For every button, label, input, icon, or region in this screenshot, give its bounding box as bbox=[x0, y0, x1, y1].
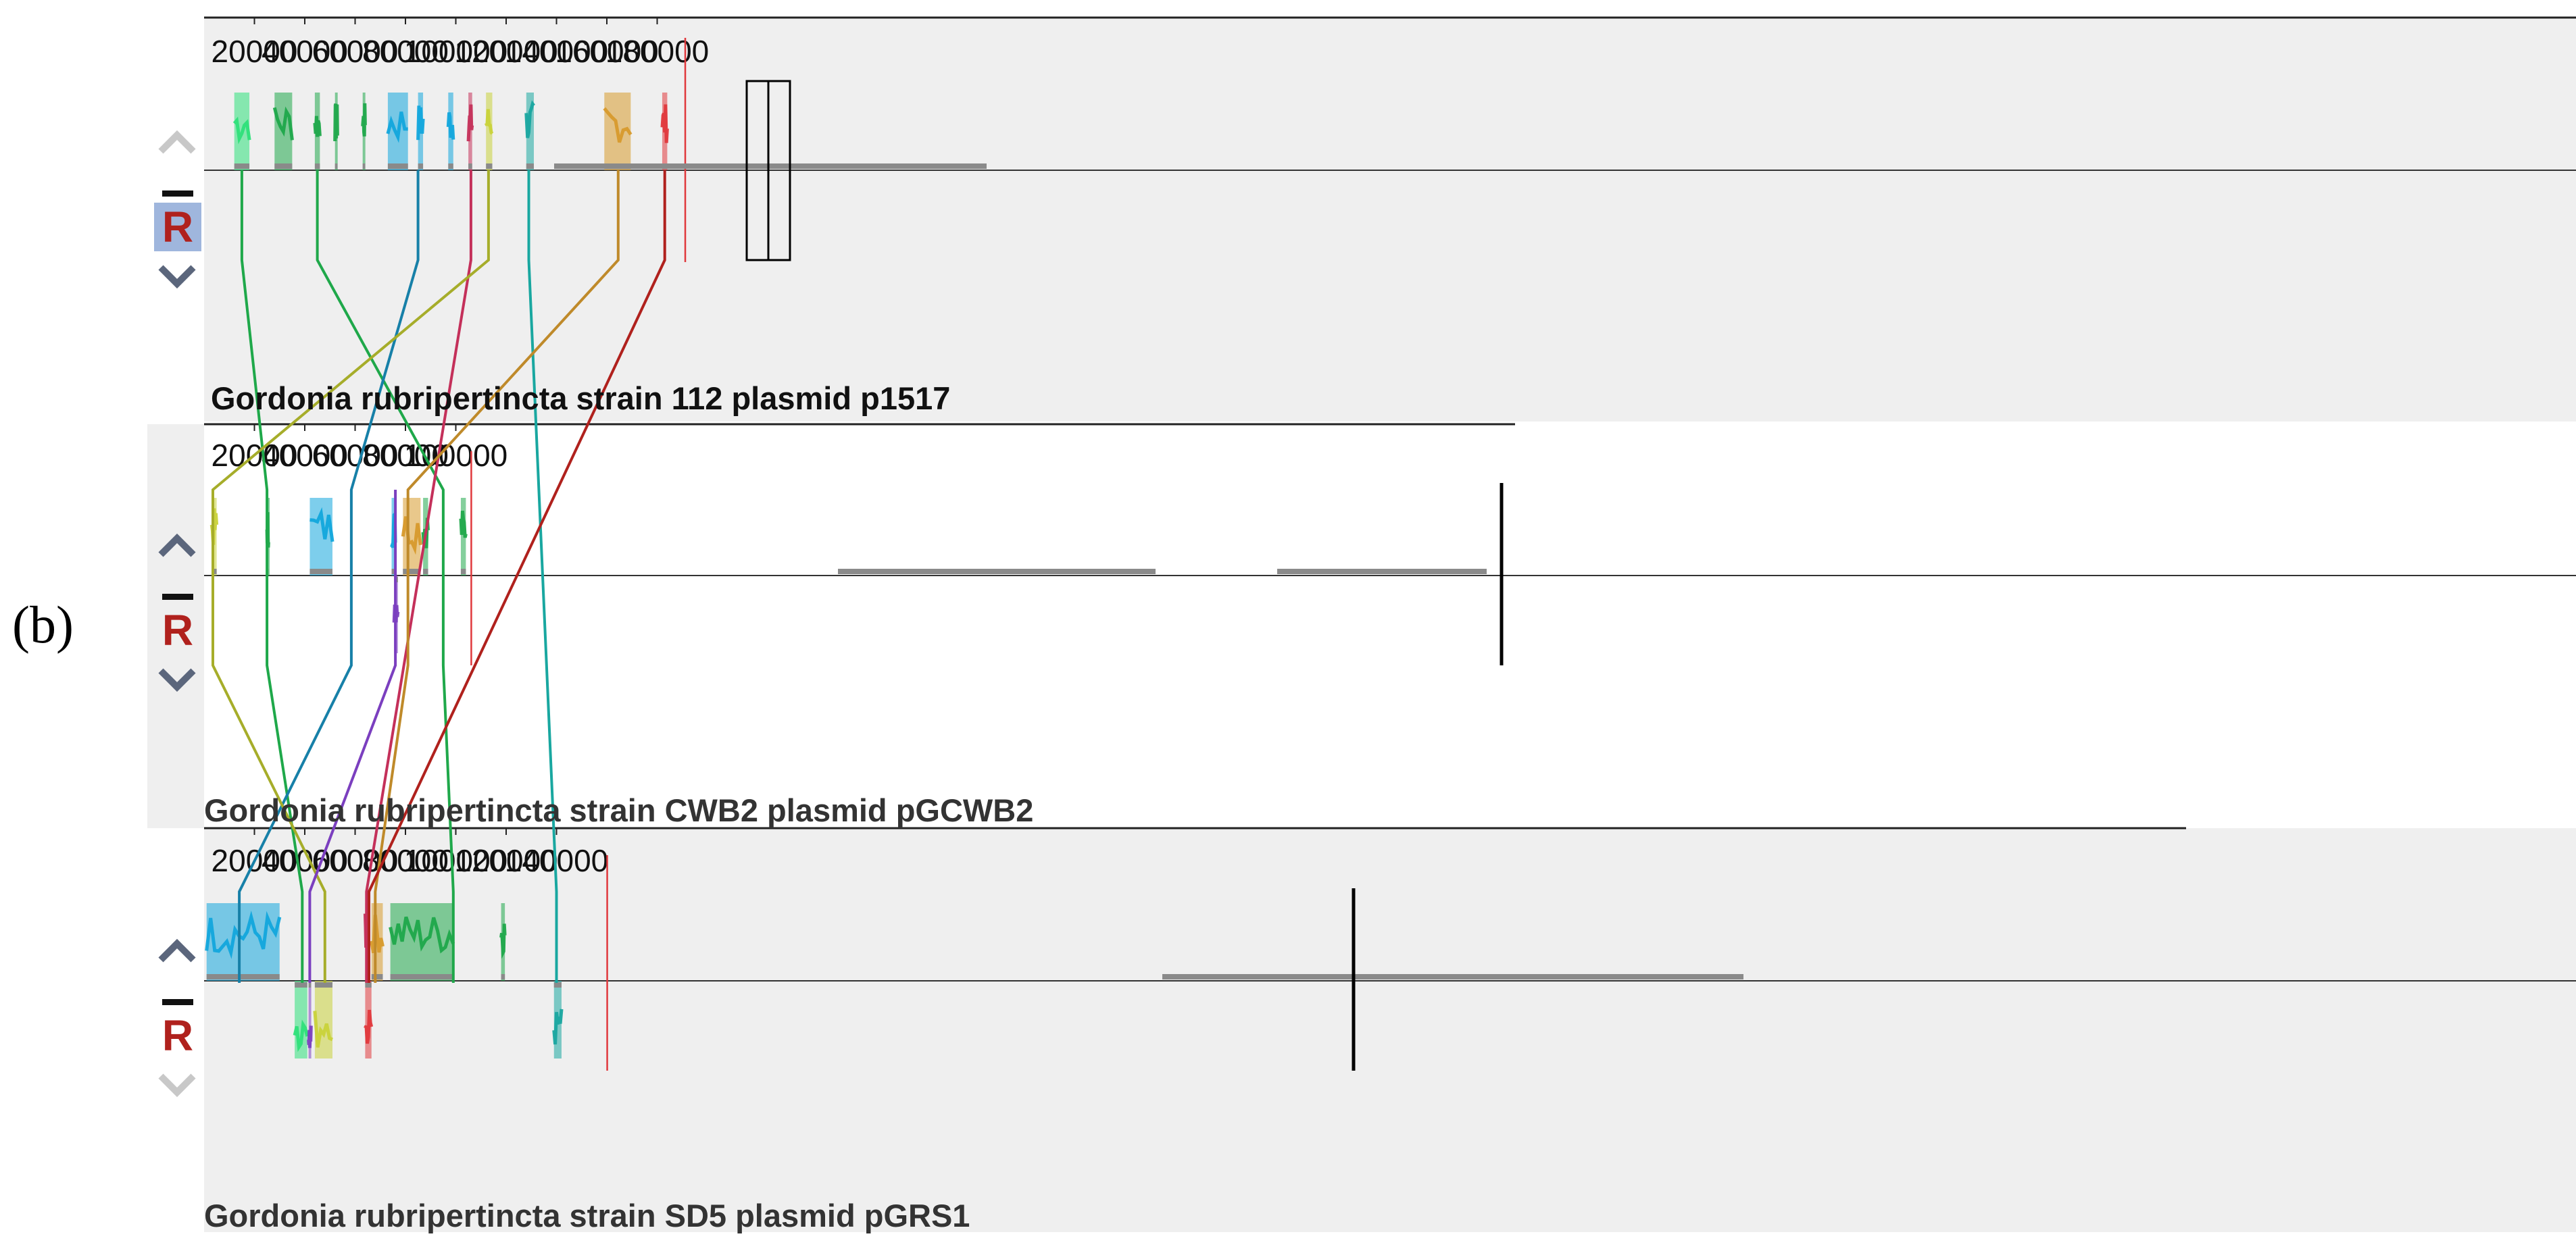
lcb-connection-line bbox=[368, 170, 666, 983]
ruler-tick-label: 100000 bbox=[404, 843, 508, 878]
lcb-similarity-profile bbox=[459, 510, 468, 538]
lcb-connection-line bbox=[374, 170, 620, 983]
ruler-tick-label: 180000 bbox=[605, 34, 710, 69]
lcb-similarity-profile bbox=[603, 107, 633, 143]
lcb-block bbox=[308, 981, 312, 1059]
ruler-tick-label: 100000 bbox=[404, 438, 508, 473]
ruler-tick-label: 20000 bbox=[212, 34, 298, 69]
ruler-tick-label: 40000 bbox=[262, 438, 348, 473]
track-panel-bg bbox=[204, 424, 2576, 828]
lcb-similarity-profile bbox=[499, 923, 507, 959]
lcb-blocks-pGRS1 bbox=[205, 903, 564, 1059]
lcb-similarity-profile bbox=[313, 116, 322, 137]
hide-track-icon[interactable] bbox=[162, 190, 193, 197]
lcb-connection-line bbox=[527, 170, 558, 983]
move-up-icon[interactable] bbox=[157, 937, 197, 964]
lcb-connection-line bbox=[238, 170, 420, 983]
ruler-tick-label: 120000 bbox=[454, 34, 558, 69]
move-down-icon[interactable] bbox=[157, 667, 197, 694]
lcb-similarity-profile bbox=[313, 1011, 333, 1048]
move-down-icon[interactable] bbox=[157, 263, 197, 290]
track-controls-pgcwb2: R bbox=[149, 532, 209, 707]
lcb-similarity-profile bbox=[484, 109, 494, 135]
lcb-similarity-profile bbox=[361, 103, 367, 137]
ruler-tick-label: 120000 bbox=[454, 843, 558, 878]
move-down-icon[interactable] bbox=[157, 1072, 197, 1099]
ruler-tick-label: 80000 bbox=[362, 34, 449, 69]
lcb-similarity-profile bbox=[386, 111, 408, 143]
lcb-similarity-profile bbox=[446, 112, 455, 140]
lcb-similarity-profile bbox=[293, 1019, 309, 1052]
lcb-similarity-profile bbox=[364, 1009, 374, 1044]
track-title-pgrs1: Gordonia rubripertincta strain SD5 plasm… bbox=[204, 1198, 970, 1233]
lcb-connection-line bbox=[308, 490, 397, 983]
reorder-button[interactable]: R bbox=[162, 606, 194, 655]
selection-box bbox=[767, 80, 791, 261]
lcb-similarity-profile bbox=[389, 916, 455, 954]
lcb-similarity-profile bbox=[309, 507, 335, 542]
ruler-tick-label: 40000 bbox=[262, 34, 348, 69]
track-controls-pgrs1: R bbox=[149, 937, 209, 1113]
lcb-similarity-profile bbox=[232, 116, 251, 145]
reorder-button[interactable]: R bbox=[154, 203, 201, 251]
lcb-similarity-profile bbox=[370, 915, 385, 954]
move-up-icon[interactable] bbox=[157, 128, 197, 155]
track-title-pgcwb2: Gordonia rubripertincta strain CWB2 plas… bbox=[204, 792, 1034, 828]
lcb-similarity-profile bbox=[466, 104, 474, 142]
ruler-tick-label: 100000 bbox=[404, 34, 508, 69]
track-title-p1517: Gordonia rubripertincta strain 112 plasm… bbox=[211, 380, 951, 416]
lcb-connection-line bbox=[240, 170, 304, 983]
lcb-similarity-profile bbox=[272, 106, 294, 141]
track-controls-p1517: R bbox=[149, 128, 209, 304]
reorder-button[interactable]: R bbox=[162, 1011, 194, 1060]
hide-track-icon[interactable] bbox=[162, 999, 193, 1005]
ruler-tick-label: 80000 bbox=[362, 438, 449, 473]
lcb-similarity-profile bbox=[333, 103, 339, 142]
track-panel-bg bbox=[204, 828, 2576, 1232]
lcb-connection-line bbox=[212, 170, 490, 983]
lcb-similarity-profile bbox=[524, 100, 535, 138]
lcb-similarity-profile bbox=[552, 1009, 564, 1045]
ruler-tick-label: 140000 bbox=[505, 34, 609, 69]
ruler-tick-label: 160000 bbox=[555, 34, 659, 69]
lcb-similarity-profile bbox=[660, 104, 669, 143]
track-panel-bg bbox=[204, 18, 2576, 422]
figure-label: (b) bbox=[12, 595, 74, 654]
lcb-block bbox=[206, 903, 280, 981]
ruler-tick-label: 60000 bbox=[312, 438, 399, 473]
lcb-similarity-profile bbox=[416, 105, 425, 141]
lcb-connection-line bbox=[365, 170, 472, 983]
lcb-similarity-profile bbox=[205, 910, 282, 959]
lcb-connection-line bbox=[316, 170, 455, 983]
lcb-similarity-profile bbox=[401, 516, 422, 555]
ruler-tick-label: 60000 bbox=[312, 34, 399, 69]
hide-track-icon[interactable] bbox=[162, 594, 193, 600]
lcb-block bbox=[486, 93, 493, 170]
lcb-similarity-profile bbox=[307, 1025, 313, 1048]
move-up-icon[interactable] bbox=[157, 532, 197, 559]
